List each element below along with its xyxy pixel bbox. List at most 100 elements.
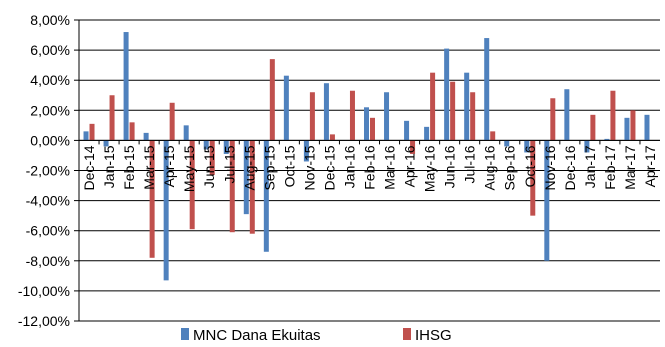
x-tick-label: Aug-16 (482, 145, 498, 190)
bar-mnc-dana-ekuitas (604, 138, 610, 141)
y-tick-label: 0,00% (30, 132, 70, 148)
bar-mnc-dana-ekuitas (544, 140, 550, 261)
bar-mnc-dana-ekuitas (484, 38, 490, 141)
bar-mnc-dana-ekuitas (263, 140, 269, 252)
x-tick-label: Apr-17 (642, 145, 658, 187)
bar-mnc-dana-ekuitas (504, 140, 510, 147)
x-tick-label: Jan-17 (582, 145, 598, 188)
bar-ihsg (610, 90, 616, 141)
x-tick-label: Mar-15 (141, 145, 157, 190)
legend-swatch (181, 328, 189, 340)
x-tick-label: Jul-16 (462, 145, 478, 183)
bar-ihsg (630, 110, 636, 141)
y-tick-label: -10,00% (18, 283, 70, 299)
bar-mnc-dana-ekuitas (283, 75, 289, 141)
x-tick-label: Dec-14 (81, 145, 97, 190)
bar-mnc-dana-ekuitas (143, 132, 149, 141)
bar-mnc-dana-ekuitas (644, 114, 650, 141)
x-tick-label: Dec-15 (321, 145, 337, 190)
y-tick-label: -4,00% (26, 193, 70, 209)
bar-mnc-dana-ekuitas (243, 140, 249, 215)
x-tick-label: Nov-16 (542, 145, 558, 190)
bar-mnc-dana-ekuitas (323, 83, 329, 141)
bar-mnc-dana-ekuitas (444, 48, 450, 141)
legend: MNC Dana Ekuitas IHSG (181, 327, 452, 344)
bar-ihsg (189, 140, 195, 230)
y-tick-label: -6,00% (26, 223, 70, 239)
bar-ihsg (470, 92, 476, 141)
y-tick-label: 4,00% (30, 72, 70, 88)
y-tick-label: -2,00% (26, 163, 70, 179)
x-tick-label: Dec-16 (562, 145, 578, 190)
bar-mnc-dana-ekuitas (384, 92, 390, 141)
x-tick-label: Apr-15 (161, 145, 177, 187)
bar-mnc-dana-ekuitas (404, 120, 410, 141)
x-tick-label: May-15 (181, 145, 197, 192)
y-axis-tick-labels: 8,00% 6,00% 4,00% 2,00% 0,00% -2,00% -4,00% -6,… (18, 12, 70, 329)
bar-mnc-dana-ekuitas (103, 140, 109, 147)
bar-ihsg (209, 140, 215, 176)
x-tick-label: Sep-15 (261, 145, 277, 190)
bar-ihsg (229, 140, 235, 233)
bar-mnc-dana-ekuitas (424, 126, 430, 141)
legend-label: IHSG (415, 327, 452, 344)
bar-mnc-dana-ekuitas (364, 107, 369, 141)
bar-mnc-dana-ekuitas (83, 131, 89, 141)
x-tick-label: May-16 (422, 145, 438, 192)
bar-mnc-dana-ekuitas (183, 125, 189, 141)
x-tick-label: Feb-16 (362, 145, 378, 190)
bar-mnc-dana-ekuitas (564, 89, 570, 141)
x-axis-tick-labels: Dec-14 Jan-15 Feb-15 Mar-15 Apr-15 May-15 Jun-… (78, 140, 658, 192)
bar-ihsg (249, 140, 255, 234)
bar-ihsg (89, 123, 95, 141)
x-tick-label: Mar-17 (622, 145, 638, 190)
x-tick-label: Sep-16 (502, 145, 518, 190)
bar-mnc-dana-ekuitas (163, 140, 169, 281)
legend-swatch (403, 328, 411, 340)
bar-ihsg (149, 140, 155, 258)
bar-ihsg (329, 134, 335, 141)
x-tick-label: Feb-17 (602, 145, 618, 190)
bars (83, 32, 656, 281)
y-tick-label: 6,00% (30, 42, 70, 58)
x-tick-label: Feb-15 (121, 145, 137, 190)
bar-mnc-dana-ekuitas (464, 72, 470, 141)
x-tick-label: Nov-15 (301, 145, 317, 190)
bar-mnc-dana-ekuitas (123, 32, 129, 141)
bar-mnc-dana-ekuitas (524, 140, 530, 153)
y-tick-label: 2,00% (30, 102, 70, 118)
bar-ihsg (169, 102, 175, 141)
x-tick-label: Apr-16 (402, 145, 418, 187)
bar-ihsg (450, 81, 456, 141)
bar-ihsg (430, 72, 436, 141)
x-tick-label: Oct-15 (281, 145, 297, 187)
bar-mnc-dana-ekuitas (584, 140, 590, 153)
x-tick-label: Jan-15 (101, 145, 117, 188)
bar-mnc-dana-ekuitas (203, 140, 209, 150)
bar-ihsg (590, 114, 596, 141)
bar-ihsg (309, 92, 315, 141)
bar-mnc-dana-ekuitas (223, 140, 229, 154)
bar-ihsg (490, 131, 496, 141)
x-tick-label: Oct-16 (522, 145, 538, 187)
y-tick-label: -12,00% (18, 313, 70, 329)
bar-ihsg (129, 122, 135, 141)
x-tick-label: Jan-16 (341, 145, 357, 188)
bar-mnc-dana-ekuitas (303, 140, 309, 162)
y-tick-label: -8,00% (26, 253, 70, 269)
x-tick-label: Aug-15 (241, 145, 257, 190)
x-tick-label: Jun-16 (442, 145, 458, 188)
bar-ihsg (349, 90, 355, 141)
y-tick-label: 8,00% (30, 12, 70, 28)
bar-mnc-dana-ekuitas (624, 117, 630, 141)
bar-ihsg (370, 117, 375, 141)
bar-ihsg (410, 140, 416, 154)
bar-ihsg (530, 140, 536, 216)
bar-ihsg (269, 59, 275, 141)
bar-ihsg (550, 98, 556, 141)
legend-label: MNC Dana Ekuitas (193, 327, 321, 344)
x-tick-label: Mar-16 (382, 145, 398, 190)
x-tick-label: Jun-15 (201, 145, 217, 188)
x-tick-label: Jul-15 (221, 145, 237, 183)
